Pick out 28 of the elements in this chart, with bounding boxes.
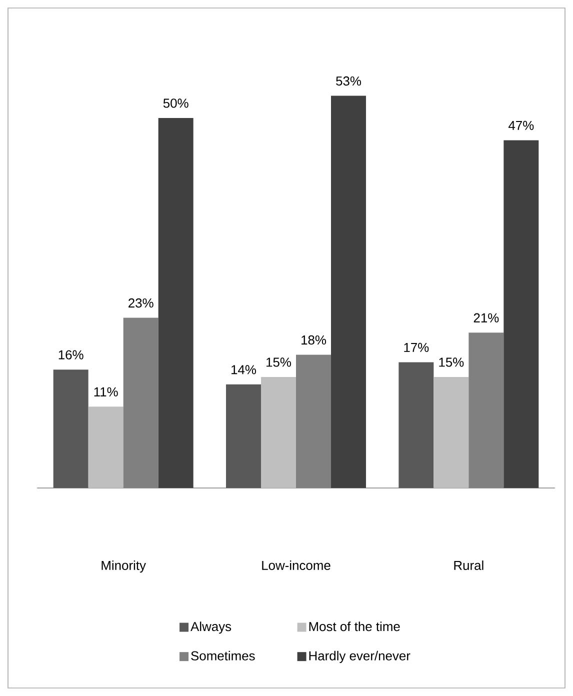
data-label: 15% [439, 358, 464, 367]
bar [88, 406, 124, 488]
x-tick-label: Low-income [262, 560, 330, 570]
bar [504, 140, 539, 488]
bar [434, 376, 469, 488]
data-label: 21% [474, 313, 499, 322]
data-label: 50% [163, 98, 188, 108]
bar [158, 118, 194, 488]
data-label: 11% [94, 387, 118, 396]
data-label: 16% [58, 350, 84, 360]
bar [331, 96, 366, 488]
bar [53, 370, 88, 488]
bar [226, 384, 261, 488]
data-label: 23% [128, 298, 154, 308]
data-label: 47% [508, 120, 534, 130]
bar [261, 376, 296, 488]
x-tick-label: Minority [102, 560, 146, 573]
legend-label: Hardly ever/never [309, 650, 410, 663]
x-tick-label: Rural [454, 560, 484, 570]
data-label: 17% [404, 342, 429, 352]
legend-label: Most of the time [309, 622, 400, 632]
data-label: 14% [232, 365, 256, 374]
bar [398, 362, 434, 488]
legend-label: Always [190, 622, 232, 634]
data-label: 53% [336, 76, 362, 86]
legend-label: Sometimes [191, 650, 255, 660]
data-label: 18% [302, 335, 326, 345]
data-label: 15% [266, 358, 291, 367]
